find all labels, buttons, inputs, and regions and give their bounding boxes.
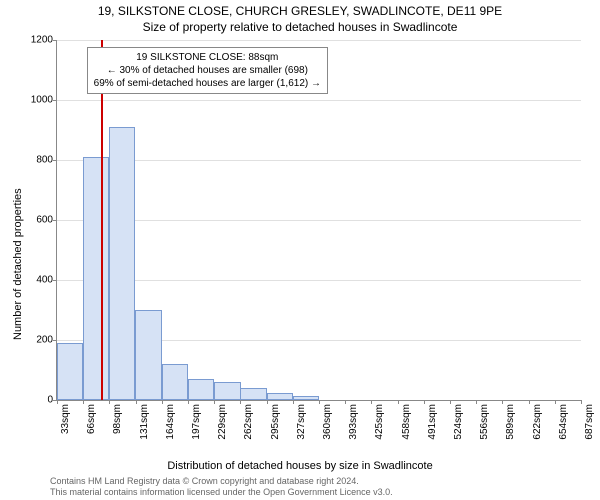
footer-line1: Contains HM Land Registry data © Crown c… (50, 476, 590, 487)
y-tick (53, 40, 57, 41)
x-tick-label: 229sqm (217, 404, 228, 440)
x-tick (267, 400, 268, 404)
x-tick-label: 622sqm (532, 404, 543, 440)
x-tick-label: 164sqm (165, 404, 176, 440)
x-tick (345, 400, 346, 404)
y-tick-label: 1200 (31, 35, 53, 46)
gridline (57, 220, 581, 221)
footer-attribution: Contains HM Land Registry data © Crown c… (50, 476, 590, 498)
y-tick-label: 1000 (31, 95, 53, 106)
annotation-box: 19 SILKSTONE CLOSE: 88sqm← 30% of detach… (87, 47, 328, 94)
x-tick-label: 425sqm (374, 404, 385, 440)
histogram-bar (214, 382, 240, 400)
plot-area: 02004006008001000120033sqm66sqm98sqm131s… (56, 40, 581, 401)
x-tick (398, 400, 399, 404)
chart-title-address: 19, SILKSTONE CLOSE, CHURCH GRESLEY, SWA… (0, 4, 600, 18)
x-tick-label: 295sqm (270, 404, 281, 440)
x-tick-label: 491sqm (427, 404, 438, 440)
y-tick (53, 100, 57, 101)
x-tick-label: 687sqm (584, 404, 595, 440)
x-tick (450, 400, 451, 404)
x-tick-label: 197sqm (191, 404, 202, 440)
y-tick-label: 600 (36, 215, 53, 226)
histogram-bar (188, 379, 214, 400)
x-tick-label: 33sqm (60, 404, 71, 434)
y-tick-label: 400 (36, 275, 53, 286)
y-axis-label: Number of detached properties (12, 188, 24, 340)
x-tick (476, 400, 477, 404)
x-tick-label: 98sqm (112, 404, 123, 434)
histogram-bar (162, 364, 188, 400)
x-tick (136, 400, 137, 404)
annotation-line2: ← 30% of detached houses are smaller (69… (94, 64, 321, 77)
gridline (57, 40, 581, 41)
histogram-bar (135, 310, 161, 400)
x-tick-label: 131sqm (139, 404, 150, 440)
x-tick (424, 400, 425, 404)
x-tick (529, 400, 530, 404)
y-tick-label: 800 (36, 155, 53, 166)
y-tick (53, 340, 57, 341)
x-tick-label: 556sqm (479, 404, 490, 440)
x-tick (83, 400, 84, 404)
x-tick (581, 400, 582, 404)
footer-line2: This material contains information licen… (50, 487, 590, 498)
histogram-bar (109, 127, 135, 400)
y-tick (53, 220, 57, 221)
x-tick-label: 360sqm (322, 404, 333, 440)
y-tick (53, 160, 57, 161)
annotation-line1: 19 SILKSTONE CLOSE: 88sqm (94, 51, 321, 64)
x-tick-label: 393sqm (348, 404, 359, 440)
x-tick-label: 524sqm (453, 404, 464, 440)
x-tick-label: 262sqm (243, 404, 254, 440)
x-tick (502, 400, 503, 404)
x-tick-label: 589sqm (505, 404, 516, 440)
histogram-bar (267, 393, 293, 401)
x-tick-label: 66sqm (86, 404, 97, 434)
y-tick (53, 280, 57, 281)
x-tick (214, 400, 215, 404)
histogram-bar (240, 388, 266, 400)
x-tick-label: 654sqm (558, 404, 569, 440)
gridline (57, 280, 581, 281)
gridline (57, 160, 581, 161)
gridline (57, 100, 581, 101)
annotation-line3: 69% of semi-detached houses are larger (… (94, 77, 321, 90)
x-tick (240, 400, 241, 404)
x-tick (162, 400, 163, 404)
y-tick-label: 0 (47, 395, 53, 406)
chart-container: 19, SILKSTONE CLOSE, CHURCH GRESLEY, SWA… (0, 0, 600, 500)
x-tick (319, 400, 320, 404)
x-tick (371, 400, 372, 404)
x-tick (57, 400, 58, 404)
histogram-bar (57, 343, 83, 400)
x-tick-label: 327sqm (296, 404, 307, 440)
x-axis-label: Distribution of detached houses by size … (0, 460, 600, 472)
x-tick (555, 400, 556, 404)
histogram-bar (83, 157, 109, 400)
x-tick-label: 458sqm (401, 404, 412, 440)
histogram-bar (293, 396, 319, 401)
x-tick (188, 400, 189, 404)
x-tick (293, 400, 294, 404)
y-tick-label: 200 (36, 335, 53, 346)
chart-subtitle: Size of property relative to detached ho… (0, 20, 600, 34)
x-tick (109, 400, 110, 404)
